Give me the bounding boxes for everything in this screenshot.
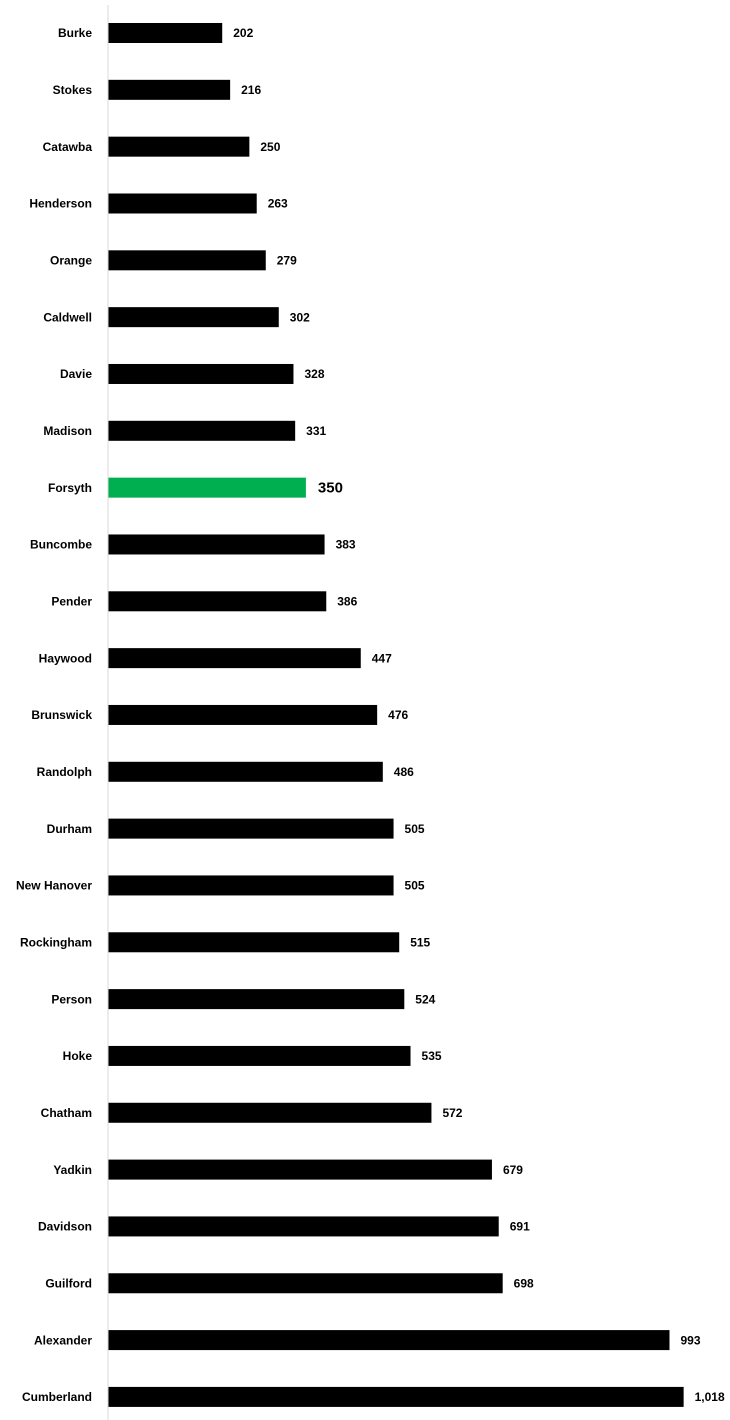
category-label: Davidson <box>38 1220 92 1234</box>
value-label: 331 <box>306 424 326 438</box>
bar <box>108 818 394 839</box>
bar <box>108 193 257 214</box>
bar <box>108 591 327 612</box>
bar <box>108 363 294 384</box>
bar <box>108 1273 503 1294</box>
bar <box>108 648 361 669</box>
category-label: Buncombe <box>30 538 92 552</box>
value-label: 328 <box>304 367 324 381</box>
bar <box>108 704 378 725</box>
category-label: Davie <box>60 367 92 381</box>
bar <box>108 250 266 271</box>
value-label: 350 <box>318 480 343 497</box>
category-label: Caldwell <box>43 310 92 324</box>
category-label: New Hanover <box>16 879 92 893</box>
category-label: Brunswick <box>31 708 92 722</box>
bar <box>108 932 400 953</box>
value-label: 386 <box>337 594 357 608</box>
category-label: Stokes <box>53 83 93 97</box>
value-label: 535 <box>422 1049 442 1063</box>
value-label: 302 <box>290 310 310 324</box>
bar <box>108 79 231 100</box>
bar <box>108 1386 684 1407</box>
category-label: Orange <box>50 253 92 267</box>
bar <box>108 875 394 896</box>
bar <box>108 477 306 498</box>
bar <box>108 307 279 328</box>
category-label: Haywood <box>39 651 92 665</box>
value-label: 202 <box>233 26 253 40</box>
value-label: 476 <box>388 708 408 722</box>
value-label: 993 <box>680 1333 700 1347</box>
value-label: 279 <box>277 253 297 267</box>
bar <box>108 1159 492 1180</box>
category-label: Cumberland <box>22 1390 92 1404</box>
category-label: Durham <box>47 822 92 836</box>
bar <box>108 989 405 1010</box>
bar <box>108 1102 432 1123</box>
bar <box>108 534 325 555</box>
bar <box>108 1045 411 1066</box>
value-label: 679 <box>503 1163 523 1177</box>
value-label: 447 <box>372 651 392 665</box>
value-label: 505 <box>405 879 425 893</box>
value-label: 698 <box>514 1276 534 1290</box>
category-label: Hoke <box>63 1049 93 1063</box>
category-label: Madison <box>43 424 92 438</box>
bar <box>108 23 223 43</box>
category-label: Guilford <box>45 1276 92 1290</box>
category-label: Alexander <box>34 1333 92 1347</box>
bar <box>108 1216 499 1237</box>
category-label: Forsyth <box>48 481 92 495</box>
value-label: 383 <box>336 538 356 552</box>
value-label: 572 <box>442 1106 462 1120</box>
category-label: Pender <box>51 594 92 608</box>
category-label: Catawba <box>43 140 93 154</box>
value-label: 216 <box>241 83 261 97</box>
category-label: Rockingham <box>20 935 92 949</box>
category-label: Randolph <box>37 765 92 779</box>
value-label: 250 <box>260 140 280 154</box>
category-label: Burke <box>58 26 92 40</box>
value-label: 486 <box>394 765 414 779</box>
value-label: 1,018 <box>695 1390 725 1404</box>
bar <box>108 136 250 157</box>
category-label: Henderson <box>29 197 92 211</box>
category-label: Yadkin <box>53 1163 92 1177</box>
value-label: 515 <box>410 935 430 949</box>
category-label: Person <box>51 992 92 1006</box>
value-label: 691 <box>510 1220 530 1234</box>
bar <box>108 761 383 782</box>
bar <box>108 420 296 441</box>
value-label: 263 <box>268 197 288 211</box>
bar <box>108 1330 670 1351</box>
value-label: 505 <box>405 822 425 836</box>
category-label: Chatham <box>41 1106 92 1120</box>
value-label: 524 <box>415 992 435 1006</box>
